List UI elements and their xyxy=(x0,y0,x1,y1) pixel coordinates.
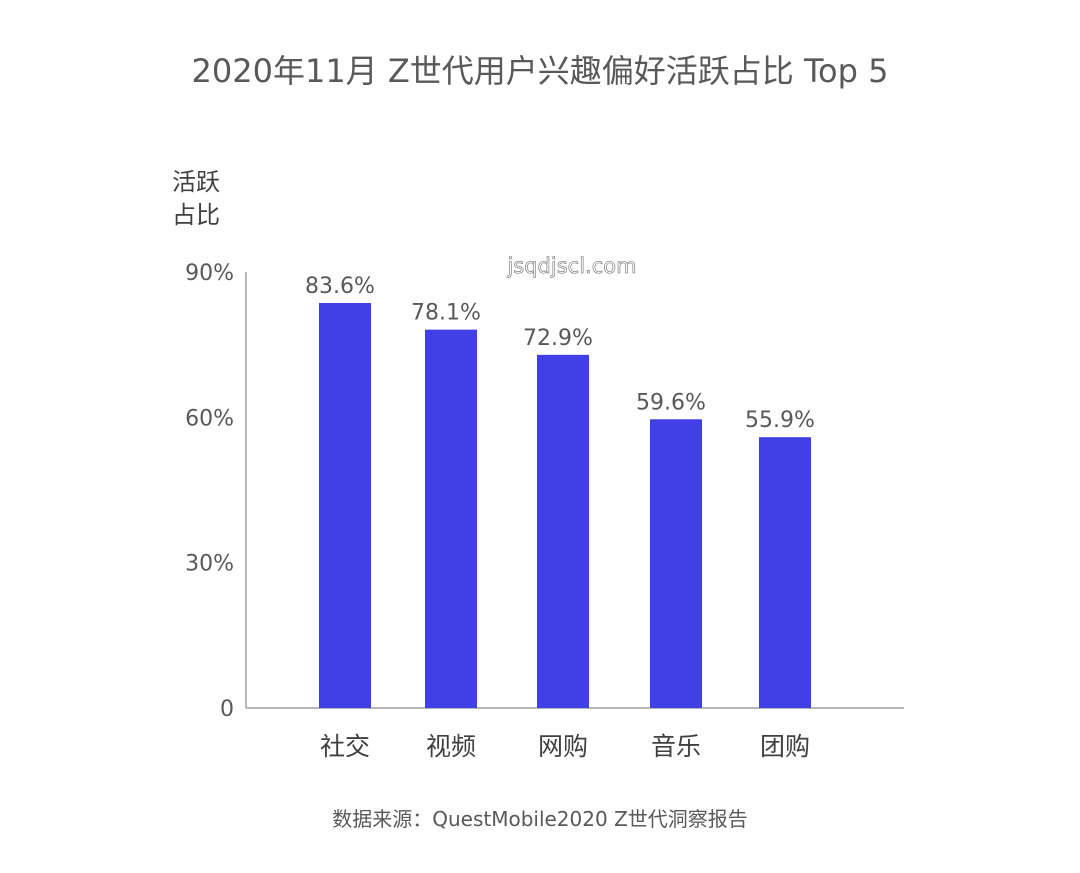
data-label-3: 72.9% xyxy=(523,326,593,351)
source-note: 数据来源：QuestMobile2020 Z世代洞察报告 xyxy=(332,807,748,831)
data-label-4: 59.6% xyxy=(636,390,706,415)
chart-title: 2020年11月 Z世代用户兴趣偏好活跃占比 Top 5 xyxy=(191,52,889,90)
bar-1 xyxy=(319,303,371,708)
y-tick-label: 90% xyxy=(185,261,234,286)
category-label-4: 音乐 xyxy=(651,732,701,761)
watermark: jsqdjscl.com xyxy=(506,254,636,278)
bar-4 xyxy=(650,419,702,708)
y-tick-label: 60% xyxy=(185,406,234,431)
bar-5 xyxy=(759,437,811,708)
y-axis-label-line-2: 占比 xyxy=(172,201,220,229)
data-label-2: 78.1% xyxy=(411,301,481,326)
data-label-5: 55.9% xyxy=(745,408,815,433)
data-label-1: 83.6% xyxy=(305,274,375,299)
y-tick-label: 30% xyxy=(185,552,234,577)
bar-2 xyxy=(425,329,477,708)
y-axis-label-line-1: 活跃 xyxy=(172,168,220,196)
category-label-3: 网购 xyxy=(538,732,588,761)
category-label-1: 社交 xyxy=(320,732,370,761)
category-label-5: 团购 xyxy=(760,732,810,761)
bar-3 xyxy=(537,354,589,708)
y-tick-label: 0 xyxy=(220,697,234,722)
category-label-2: 视频 xyxy=(426,732,476,761)
